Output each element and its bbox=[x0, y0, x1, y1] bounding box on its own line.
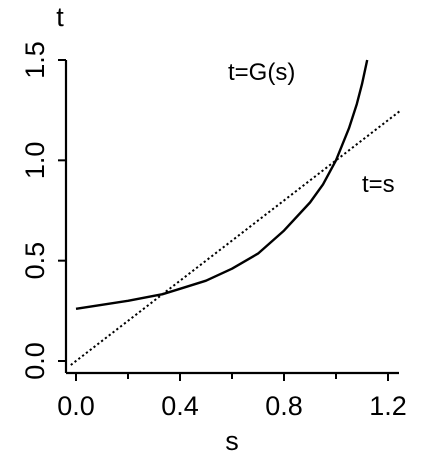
x-tick-label: 1.2 bbox=[369, 391, 407, 421]
series-layer bbox=[70, 59, 402, 366]
x-axis-label: s bbox=[225, 426, 239, 456]
x-tick-label: 0.4 bbox=[161, 391, 199, 421]
y-axis-label: t bbox=[56, 2, 64, 32]
annotation-g-curve: t=G(s) bbox=[228, 59, 295, 86]
series-identity-line bbox=[70, 109, 402, 366]
x-tick-label: 0.0 bbox=[57, 391, 95, 421]
x-tick-label: 0.8 bbox=[265, 391, 303, 421]
ticks-layer: 0.0 0.4 0.8 1.2 0.0 0.5 1.0 1.5 bbox=[20, 41, 407, 421]
series-g-curve bbox=[75, 59, 369, 310]
y-tick-label: 0.5 bbox=[20, 242, 50, 280]
y-tick-label: 0.0 bbox=[20, 342, 50, 380]
y-tick-label: 1.5 bbox=[20, 41, 50, 79]
y-tick-label: 1.0 bbox=[20, 142, 50, 180]
annotation-identity-line: t=s bbox=[362, 171, 395, 198]
